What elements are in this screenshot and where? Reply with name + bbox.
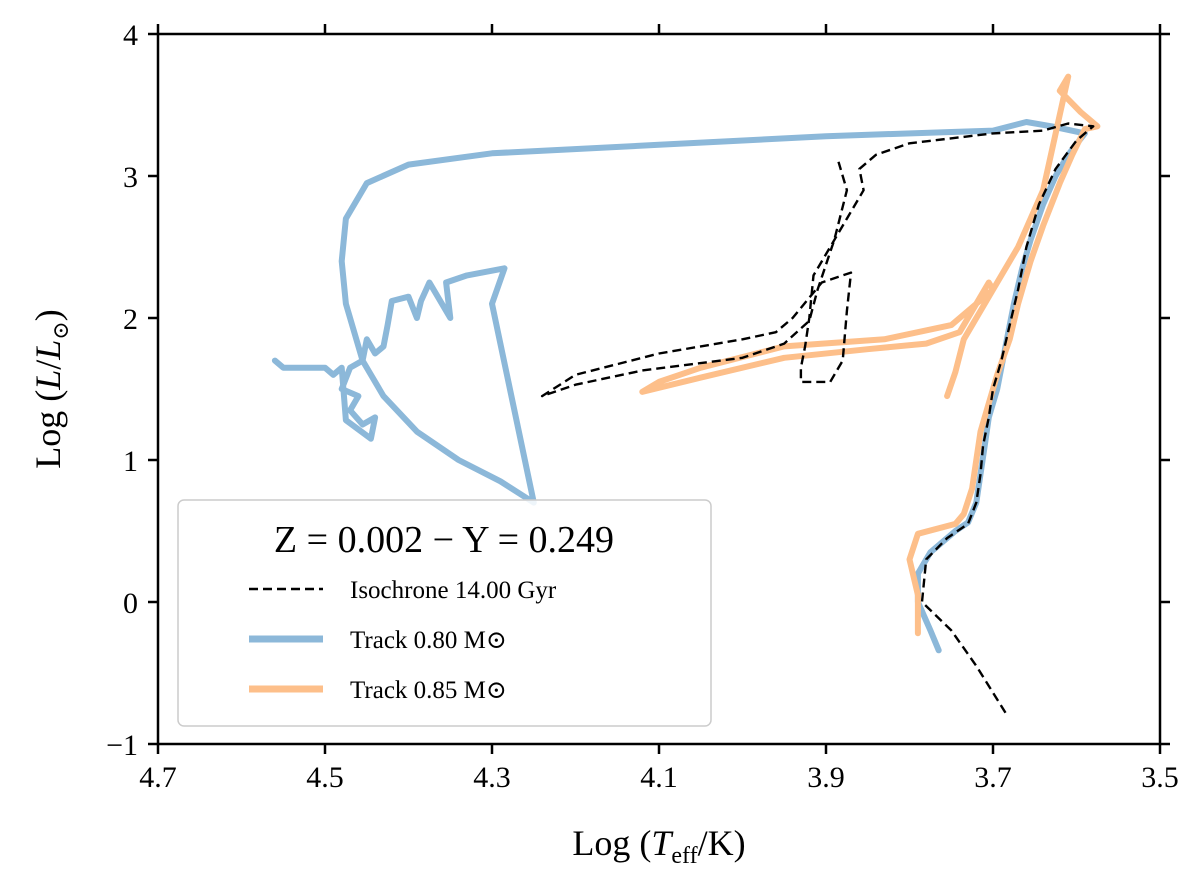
x-tick-label: 3.7 xyxy=(974,761,1012,794)
legend-label-track-080: Track 0.80 M⊙ xyxy=(350,627,507,654)
series-layer xyxy=(271,73,1101,714)
y-tick-label: 4 xyxy=(123,19,138,52)
x-axis-title-subscript: eff xyxy=(671,843,697,869)
series-line-track-0-80-m xyxy=(271,119,1088,654)
legend-label-isochrone: Isochrone 14.00 Gyr xyxy=(350,577,557,604)
y-tick-label: −1 xyxy=(106,729,138,762)
x-axis-title-symbol: T xyxy=(651,823,674,863)
ticks-layer: 4.7 4.5 4.3 4.1 3.9 3.7 3.5 −1 0 1 2 3 4 xyxy=(106,19,1179,794)
x-axis-title-prefix: Log ( xyxy=(572,823,651,863)
y-axis-title-slash: / xyxy=(28,360,68,370)
y-axis-title-symbol-2: L xyxy=(28,340,68,361)
y-axis-title-prefix: Log ( xyxy=(28,390,68,469)
y-axis-title-suffix: ) xyxy=(28,309,68,321)
x-axis-title: Log (Teff/K) xyxy=(572,823,745,869)
y-tick-label: 0 xyxy=(123,587,138,620)
x-tick-label: 3.5 xyxy=(1141,761,1179,794)
series-line-track-0-85-m xyxy=(639,73,1101,637)
x-tick-label: 4.5 xyxy=(306,761,344,794)
y-axis-title-subscript: ⊙ xyxy=(48,321,73,339)
x-tick-label: 4.7 xyxy=(139,761,177,794)
y-tick-label: 2 xyxy=(123,303,138,336)
x-axis-title-suffix: /K) xyxy=(698,823,746,863)
x-tick-label: 4.3 xyxy=(473,761,511,794)
y-axis-title-symbol: L xyxy=(28,370,68,391)
y-axis-title: Log (L/L⊙) xyxy=(28,309,73,469)
x-tick-label: 3.9 xyxy=(807,761,845,794)
x-tick-label: 4.1 xyxy=(640,761,678,794)
y-tick-label: 3 xyxy=(123,161,138,194)
legend: Z = 0.002 − Y = 0.249 Isochrone 14.00 Gy… xyxy=(177,499,712,727)
legend-box xyxy=(177,499,712,727)
series-line-isochrone-14-00-gyr xyxy=(540,122,1095,714)
legend-title: Z = 0.002 − Y = 0.249 xyxy=(274,519,614,561)
y-tick-label: 1 xyxy=(123,445,138,478)
legend-label-track-085: Track 0.85 M⊙ xyxy=(350,677,507,704)
